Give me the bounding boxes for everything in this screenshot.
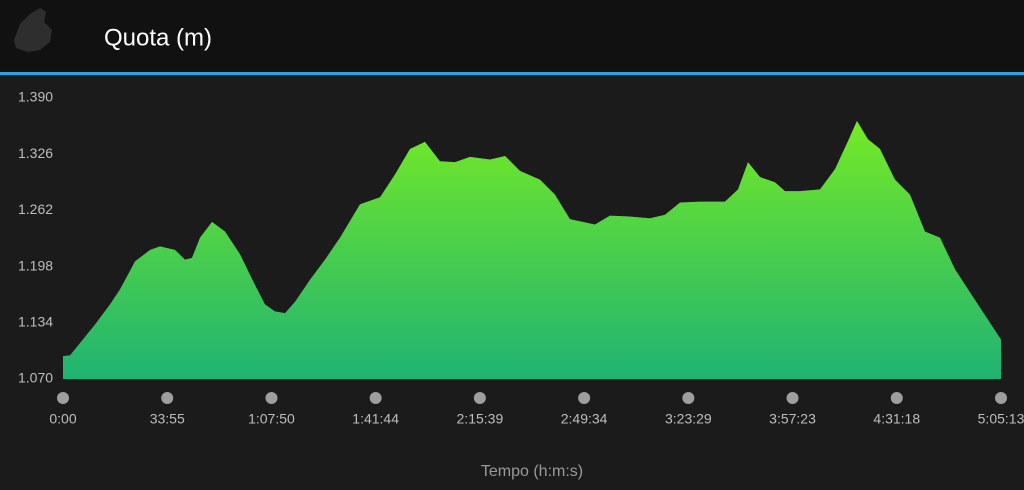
- x-tick-label: 1:41:44: [352, 411, 399, 427]
- x-tick-label: 3:23:29: [665, 411, 712, 427]
- x-tick-label: 2:49:34: [561, 411, 608, 427]
- y-tick-label: 1.070: [18, 370, 53, 386]
- x-axis-label: Tempo (h:m:s): [481, 463, 583, 480]
- header-bar: [0, 0, 1024, 72]
- x-tick-dot: [161, 392, 174, 404]
- x-tick-dot: [890, 392, 903, 404]
- y-tick-label: 1.390: [18, 89, 53, 105]
- x-tick-label: 4:31:18: [873, 411, 920, 427]
- x-tick-dot: [369, 392, 382, 404]
- y-tick-label: 1.198: [18, 257, 53, 273]
- header-accent: [0, 72, 1024, 75]
- header-title: Quota (m): [104, 24, 212, 51]
- x-tick-dot: [473, 392, 486, 404]
- y-tick-label: 1.134: [18, 314, 53, 330]
- x-tick-dot: [57, 392, 69, 404]
- x-tick-label: 0:00: [49, 411, 76, 427]
- x-tick-label: 3:57:23: [769, 411, 816, 427]
- x-tick-dot: [786, 392, 799, 404]
- y-tick-label: 1.326: [18, 145, 53, 161]
- elevation-area: [63, 120, 1001, 380]
- x-tick-label: 33:55: [150, 411, 185, 427]
- x-tick-dot: [578, 392, 591, 404]
- app-icon[interactable]: [14, 8, 52, 52]
- x-tick-dot: [682, 392, 695, 404]
- x-tick-dot: [995, 392, 1007, 404]
- y-tick-label: 1.262: [18, 201, 53, 217]
- x-tick-dot: [265, 392, 278, 404]
- x-tick-label: 2:15:39: [457, 411, 504, 427]
- x-tick-label: 5:05:13: [978, 411, 1024, 427]
- x-tick-label: 1:07:50: [248, 411, 295, 427]
